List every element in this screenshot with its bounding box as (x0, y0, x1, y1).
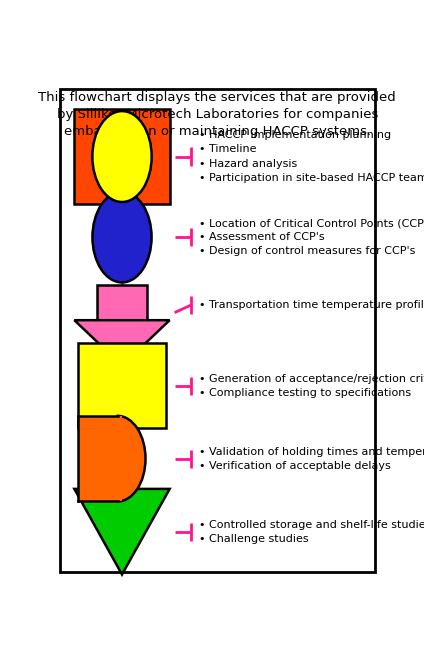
Circle shape (92, 111, 152, 202)
Polygon shape (74, 489, 170, 574)
Bar (78, 343, 166, 428)
Text: • Verification of acceptable delays: • Verification of acceptable delays (199, 460, 391, 471)
Circle shape (92, 192, 152, 283)
Text: • Challenge studies: • Challenge studies (199, 534, 309, 543)
Bar (74, 109, 170, 204)
Bar (98, 285, 147, 320)
Text: • Hazard analysis: • Hazard analysis (199, 158, 298, 169)
Text: • Transportation time temperature profiling: • Transportation time temperature profil… (199, 300, 424, 310)
Bar (78, 416, 122, 502)
Text: • Location of Critical Control Points (CCP's): • Location of Critical Control Points (C… (199, 218, 424, 228)
Text: • Controlled storage and shelf-life studies: • Controlled storage and shelf-life stud… (199, 520, 424, 530)
Text: • Assessment of CCP's: • Assessment of CCP's (199, 232, 325, 242)
Text: • Validation of holding times and temperatures: • Validation of holding times and temper… (199, 447, 424, 456)
Text: • Compliance testing to specifications: • Compliance testing to specifications (199, 388, 411, 398)
Wedge shape (117, 416, 145, 502)
Text: • HACCP implementation planning: • HACCP implementation planning (199, 130, 391, 141)
Bar (78, 416, 126, 502)
Text: • Participation in site-based HACCP teams: • Participation in site-based HACCP team… (199, 173, 424, 182)
Text: • Generation of acceptance/rejection criteria: • Generation of acceptance/rejection cri… (199, 373, 424, 384)
Text: This flowchart displays the services that are provided
by Silliker Microtech Lab: This flowchart displays the services tha… (39, 91, 396, 138)
Text: • Design of control measures for CCP's: • Design of control measures for CCP's (199, 246, 416, 256)
Polygon shape (74, 320, 170, 366)
Text: • Timeline: • Timeline (199, 145, 257, 154)
